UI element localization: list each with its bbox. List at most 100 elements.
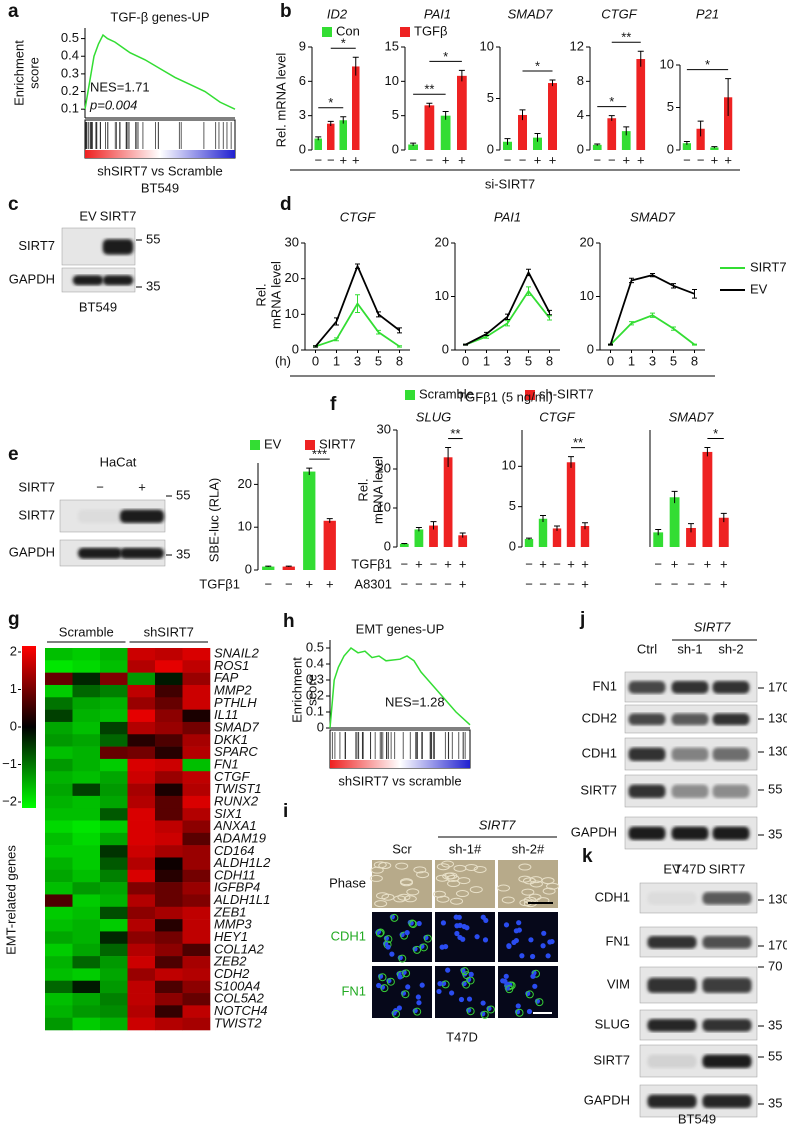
heatmap-cell	[155, 919, 183, 932]
heatmap-cell	[155, 980, 183, 994]
significance-label: **	[573, 435, 583, 450]
chart-title: CTGF	[340, 209, 376, 224]
nucleus	[503, 922, 510, 928]
size-marker: 70	[768, 958, 782, 973]
heatmap-cell	[127, 1017, 156, 1031]
blot-band	[702, 892, 752, 905]
legend-swatch	[525, 390, 535, 400]
heatmap-cell	[182, 857, 211, 871]
error-bar	[340, 116, 347, 124]
heatmap-cell	[72, 697, 101, 710]
chart-title: SLUG	[416, 409, 451, 424]
heatmap-cell	[127, 882, 156, 895]
y-tick-label: 0.1	[61, 101, 79, 116]
gene-label: ROS1	[214, 658, 249, 673]
nucleus	[437, 981, 443, 987]
row-label: SIRT7	[593, 1052, 630, 1067]
heatmap-cell	[45, 857, 73, 871]
x-tick-label: −	[525, 556, 533, 571]
heatmap-cell	[45, 672, 73, 686]
series-line	[465, 270, 551, 346]
heatmap-cell	[45, 845, 73, 858]
rank-gradient	[330, 760, 470, 768]
heatmap-cell	[127, 648, 156, 661]
nucleus	[482, 937, 489, 943]
blot-band	[77, 509, 123, 524]
x-tick-label: +	[724, 152, 732, 167]
row-label: SIRT7	[18, 507, 55, 522]
y-tick-label: 5	[509, 498, 516, 513]
enrichment-line	[329, 647, 471, 729]
x-tick-label: +	[581, 576, 589, 591]
x-tick-label: 3	[504, 353, 511, 368]
heatmap-cell	[127, 968, 156, 982]
stain	[525, 990, 534, 999]
error-bar	[505, 313, 510, 321]
heatmap-cell	[155, 906, 183, 920]
y-axis-label: Rel.	[253, 283, 268, 306]
gene-label: CDH11	[214, 867, 256, 882]
legend-label: SIRT7	[750, 259, 787, 274]
error-bar	[355, 263, 360, 269]
y-tick-label: 10	[435, 288, 449, 303]
error-bar	[671, 326, 676, 331]
bar	[696, 128, 705, 150]
heatmap-cell	[127, 943, 156, 957]
heatmap-cell	[182, 746, 211, 760]
x-tick-label: 5	[375, 353, 382, 368]
legend-label: TGFβ	[414, 23, 447, 38]
heatmap-cell	[45, 906, 73, 920]
imaging-header: SIRT7	[479, 817, 516, 832]
heatmap-cell	[100, 980, 128, 994]
bar	[424, 105, 435, 150]
blot-band	[647, 936, 697, 949]
x-tick-label: 3	[649, 353, 656, 368]
x-tick-label: +	[458, 152, 466, 167]
heatmap-cell	[100, 956, 128, 969]
y-tick-label: 3	[299, 107, 306, 122]
heatmap-cell	[127, 993, 156, 1006]
nucleus	[530, 973, 536, 979]
error-bar	[547, 315, 552, 321]
error-bar	[704, 447, 711, 457]
y-tick-label: 0	[487, 141, 494, 156]
bar	[592, 144, 602, 150]
bar	[636, 59, 646, 151]
cell-outline	[416, 871, 430, 879]
heatmap-cell	[127, 832, 156, 846]
heatmap-cell	[127, 771, 156, 784]
nucleus	[466, 996, 473, 1002]
y-axis-label: EMT-related genes	[3, 845, 18, 955]
y-tick-label: 0	[317, 719, 324, 734]
bar	[538, 518, 548, 547]
gene-label: RUNX2	[214, 793, 259, 808]
gene-label: ANXA1	[213, 818, 257, 833]
cell-outline	[518, 863, 532, 871]
heatmap-cell	[45, 746, 73, 760]
heatmap-cell	[155, 758, 183, 772]
heatmap-cell	[182, 783, 211, 797]
heatmap-cell	[127, 783, 156, 797]
row-label: GAPDH	[9, 544, 55, 559]
heatmap-cell	[127, 906, 156, 920]
error-bar	[688, 523, 694, 533]
blot-band	[712, 713, 750, 726]
heatmap-cell	[155, 721, 183, 735]
x-tick-label: −	[687, 556, 695, 571]
y-axis-label: score	[26, 57, 41, 89]
gene-label: FAP	[214, 670, 239, 685]
heatmap-cell	[155, 697, 183, 710]
error-bar	[519, 109, 526, 121]
cell-outline	[455, 890, 469, 898]
heatmap-cell	[100, 746, 128, 760]
y-tick-label: 5	[392, 107, 399, 122]
error-bar	[458, 69, 465, 82]
x-tick-label: +	[720, 576, 728, 591]
bar	[458, 535, 468, 547]
heatmap-cell	[127, 734, 156, 747]
x-tick-label: +	[442, 152, 450, 167]
bar	[323, 520, 336, 570]
blot-band	[102, 275, 134, 286]
bar	[443, 457, 453, 547]
blot-band	[77, 547, 123, 559]
